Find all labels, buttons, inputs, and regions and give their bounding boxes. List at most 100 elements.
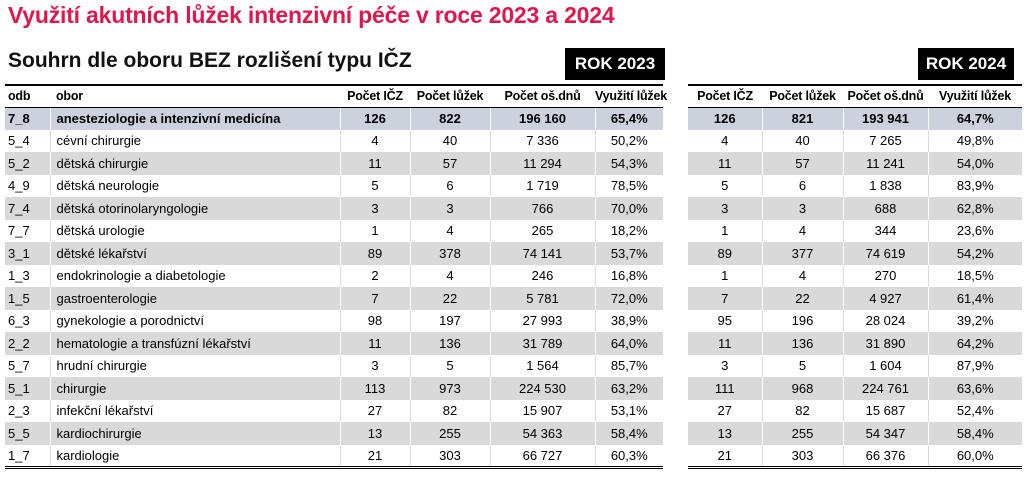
- row-obor-cell: dětská neurologie: [49, 174, 340, 197]
- table-2024: Počet IČZ Počet lůžek Počet oš.dnů Využi…: [688, 84, 1022, 469]
- table-row: 7 22 4 927 61,4%: [688, 287, 1022, 310]
- cell-pocet-osdnu: 1 719: [489, 174, 595, 197]
- cell-pocet-osdnu: 31 789: [489, 332, 595, 355]
- table-row: 1_7 kardiologie 21 303 66 727 60,3%: [5, 444, 663, 467]
- table-row: 7_8 anesteziologie a intenzivní medicína 1…: [5, 107, 663, 130]
- cell-pocet-osdnu: 224 530: [489, 377, 595, 400]
- cell-pocet-osdnu: 4 927: [842, 287, 928, 310]
- cell-pocet-luzek: 3: [761, 197, 843, 220]
- cell-pocet-osdnu: 15 687: [842, 399, 928, 422]
- row-obor-cell: dětské lékařství: [49, 242, 340, 265]
- table-row: 2_3 infekční lékařství 27 82 15 907 53,1%: [5, 399, 663, 422]
- cell-pocet-luzek: 255: [761, 422, 843, 445]
- cell-pocet-icz: 21: [688, 444, 762, 467]
- cell-vyuziti-luzek: 54,2%: [927, 242, 1022, 265]
- cell-vyuziti-luzek: 60,3%: [594, 444, 663, 467]
- row-odb-cell: 5_7: [5, 354, 50, 377]
- cell-pocet-osdnu: 5 781: [489, 287, 595, 310]
- cell-pocet-luzek: 378: [409, 242, 490, 265]
- row-odb-cell: 1_3: [5, 264, 50, 287]
- cell-pocet-icz: 1: [688, 264, 762, 287]
- cell-vyuziti-luzek: 54,0%: [927, 152, 1022, 175]
- cell-vyuziti-luzek: 64,2%: [927, 332, 1022, 355]
- cell-pocet-osdnu: 7 265: [842, 129, 928, 152]
- cell-vyuziti-luzek: 65,4%: [594, 107, 663, 130]
- cell-pocet-luzek: 40: [761, 129, 843, 152]
- cell-pocet-osdnu: 265: [489, 219, 595, 242]
- cell-pocet-icz: 1: [339, 219, 410, 242]
- cell-pocet-osdnu: 54 347: [842, 422, 928, 445]
- cell-pocet-luzek: 303: [761, 444, 843, 467]
- rok-2024-badge: ROK 2024: [918, 48, 1014, 80]
- cell-pocet-luzek: 136: [761, 332, 843, 355]
- cell-pocet-osdnu: 66 376: [842, 444, 928, 467]
- row-obor-cell: kardiochirurgie: [49, 422, 340, 445]
- table-2023-header-row: odb obor Počet IČZ Počet lůžek Počet oš.…: [5, 85, 667, 108]
- table-row: 5_7 hrudní chirurgie 3 5 1 564 85,7%: [5, 354, 663, 377]
- cell-vyuziti-luzek: 58,4%: [594, 422, 663, 445]
- cell-pocet-icz: 89: [688, 242, 762, 265]
- row-odb-cell: 7_4: [5, 197, 50, 220]
- row-obor-cell: gynekologie a porodnictví: [49, 309, 340, 332]
- cell-pocet-luzek: 377: [761, 242, 843, 265]
- cell-pocet-luzek: 5: [409, 354, 490, 377]
- cell-vyuziti-luzek: 54,3%: [594, 152, 663, 175]
- col-header-pocet-icz: Počet IČZ: [688, 85, 762, 108]
- col-header-pocet-osdnu: Počet oš.dnů: [843, 85, 928, 108]
- cell-pocet-osdnu: 74 619: [842, 242, 928, 265]
- table-row: 1_5 gastroenterologie 7 22 5 781 72,0%: [5, 287, 663, 310]
- cell-pocet-osdnu: 28 024: [842, 309, 928, 332]
- col-header-vyuziti-luzek: Využití lůžek: [595, 85, 667, 108]
- cell-pocet-osdnu: 1 604: [842, 354, 928, 377]
- table-row: 7_7 dětská urologie 1 4 265 18,2%: [5, 219, 663, 242]
- cell-pocet-osdnu: 27 993: [489, 309, 595, 332]
- col-header-pocet-luzek: Počet lůžek: [410, 85, 490, 108]
- cell-vyuziti-luzek: 16,8%: [594, 264, 663, 287]
- cell-pocet-osdnu: 766: [489, 197, 595, 220]
- table-row: 7_4 dětská otorinolaryngologie 3 3 766 70,0%: [5, 197, 663, 220]
- cell-pocet-icz: 27: [339, 399, 410, 422]
- cell-pocet-osdnu: 11 241: [842, 152, 928, 175]
- cell-pocet-osdnu: 1 838: [842, 174, 928, 197]
- cell-pocet-luzek: 4: [761, 264, 843, 287]
- cell-pocet-luzek: 303: [409, 444, 490, 467]
- cell-pocet-icz: 11: [688, 152, 762, 175]
- cell-pocet-luzek: 968: [761, 377, 843, 400]
- cell-pocet-luzek: 57: [761, 152, 843, 175]
- table-row: 11 57 11 241 54,0%: [688, 152, 1022, 175]
- row-obor-cell: dětská otorinolaryngologie: [49, 197, 340, 220]
- cell-pocet-luzek: 5: [761, 354, 843, 377]
- col-header-pocet-luzek: Počet lůžek: [762, 85, 843, 108]
- cell-vyuziti-luzek: 64,0%: [594, 332, 663, 355]
- cell-pocet-luzek: 822: [409, 107, 490, 130]
- cell-pocet-osdnu: 196 160: [489, 107, 595, 130]
- cell-pocet-icz: 111: [688, 377, 762, 400]
- cell-pocet-icz: 11: [688, 332, 762, 355]
- cell-vyuziti-luzek: 23,6%: [927, 219, 1022, 242]
- cell-pocet-icz: 7: [688, 287, 762, 310]
- cell-vyuziti-luzek: 63,2%: [594, 377, 663, 400]
- cell-pocet-icz: 13: [688, 422, 762, 445]
- cell-pocet-luzek: 6: [409, 174, 490, 197]
- table-row: 1 4 344 23,6%: [688, 219, 1022, 242]
- row-odb-cell: 7_7: [5, 219, 50, 242]
- cell-vyuziti-luzek: 61,4%: [927, 287, 1022, 310]
- cell-vyuziti-luzek: 53,7%: [594, 242, 663, 265]
- table-row: 3 3 688 62,8%: [688, 197, 1022, 220]
- cell-pocet-osdnu: 7 336: [489, 129, 595, 152]
- row-odb-cell: 2_2: [5, 332, 50, 355]
- row-odb-cell: 3_1: [5, 242, 50, 265]
- row-obor-cell: cévní chirurgie: [49, 129, 340, 152]
- page-title: Využití akutních lůžek intenzivní péče v…: [8, 2, 615, 28]
- row-obor-cell: anesteziologie a intenzivní medicína: [49, 107, 340, 130]
- cell-pocet-osdnu: 246: [489, 264, 595, 287]
- table-2024-header-row: Počet IČZ Počet lůžek Počet oš.dnů Využi…: [688, 85, 1022, 108]
- col-header-obor: obor: [50, 85, 340, 108]
- cell-pocet-icz: 5: [339, 174, 410, 197]
- table-row: 13 255 54 347 58,4%: [688, 422, 1022, 445]
- cell-pocet-luzek: 40: [409, 129, 490, 152]
- cell-pocet-luzek: 4: [761, 219, 843, 242]
- cell-pocet-luzek: 3: [409, 197, 490, 220]
- row-obor-cell: dětská urologie: [49, 219, 340, 242]
